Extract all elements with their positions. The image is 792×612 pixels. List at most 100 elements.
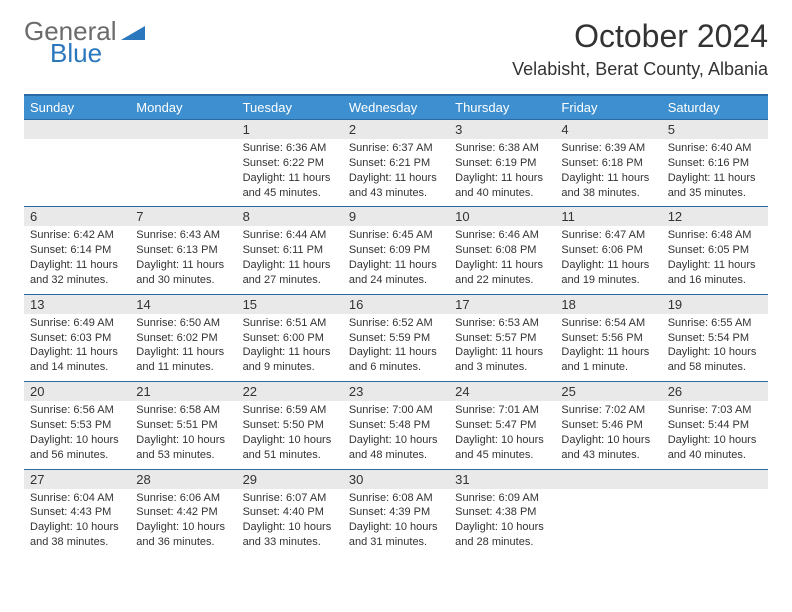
day-line: Sunset: 5:53 PM [30,418,124,433]
day-line: Sunset: 5:50 PM [243,418,337,433]
day-cell: 13Sunrise: 6:49 AMSunset: 6:03 PMDayligh… [24,294,130,381]
logo-text-blue: Blue [50,40,145,66]
day-line: and 14 minutes. [30,360,124,375]
day-line: and 38 minutes. [30,535,124,550]
day-line: Daylight: 11 hours [30,258,124,273]
day-body: Sunrise: 7:00 AMSunset: 5:48 PMDaylight:… [343,401,449,468]
day-line: and 45 minutes. [243,186,337,201]
day-body: Sunrise: 6:36 AMSunset: 6:22 PMDaylight:… [237,139,343,206]
day-line: Sunrise: 6:36 AM [243,141,337,156]
day-number: 20 [24,381,130,401]
day-line: Sunset: 6:18 PM [561,156,655,171]
day-cell: 1Sunrise: 6:36 AMSunset: 6:22 PMDaylight… [237,119,343,206]
day-number: 13 [24,294,130,314]
day-number: 25 [555,381,661,401]
day-number: 24 [449,381,555,401]
day-number: 19 [662,294,768,314]
day-cell: 19Sunrise: 6:55 AMSunset: 5:54 PMDayligh… [662,294,768,381]
day-number: 9 [343,206,449,226]
day-line: Daylight: 11 hours [668,258,762,273]
day-line: Sunset: 6:03 PM [30,331,124,346]
day-cell: 21Sunrise: 6:58 AMSunset: 5:51 PMDayligh… [130,381,236,468]
day-line: Sunrise: 6:58 AM [136,403,230,418]
day-line: Sunrise: 6:45 AM [349,228,443,243]
day-body [662,489,768,549]
day-line: Daylight: 11 hours [136,345,230,360]
day-line: Daylight: 10 hours [243,433,337,448]
day-number [662,469,768,489]
day-line: Daylight: 11 hours [243,258,337,273]
header: General Blue October 2024 Velabisht, Ber… [24,18,768,80]
day-cell: 30Sunrise: 6:08 AMSunset: 4:39 PMDayligh… [343,469,449,556]
day-body: Sunrise: 6:54 AMSunset: 5:56 PMDaylight:… [555,314,661,381]
day-header: Tuesday [237,95,343,119]
day-line: Sunrise: 6:55 AM [668,316,762,331]
day-header: Monday [130,95,236,119]
day-line: Sunrise: 6:07 AM [243,491,337,506]
day-body: Sunrise: 6:37 AMSunset: 6:21 PMDaylight:… [343,139,449,206]
day-cell: 12Sunrise: 6:48 AMSunset: 6:05 PMDayligh… [662,206,768,293]
day-body: Sunrise: 6:48 AMSunset: 6:05 PMDaylight:… [662,226,768,293]
day-line: Sunset: 4:40 PM [243,505,337,520]
day-line: and 53 minutes. [136,448,230,463]
day-number: 29 [237,469,343,489]
day-line: Daylight: 11 hours [349,345,443,360]
day-line: and 19 minutes. [561,273,655,288]
day-line: and 33 minutes. [243,535,337,550]
day-line: Sunset: 6:05 PM [668,243,762,258]
day-body: Sunrise: 7:02 AMSunset: 5:46 PMDaylight:… [555,401,661,468]
day-cell: 4Sunrise: 6:39 AMSunset: 6:18 PMDaylight… [555,119,661,206]
day-line: Daylight: 11 hours [668,171,762,186]
day-line: Sunset: 5:46 PM [561,418,655,433]
day-header: Thursday [449,95,555,119]
day-line: Daylight: 11 hours [561,171,655,186]
day-line: and 36 minutes. [136,535,230,550]
day-line: and 16 minutes. [668,273,762,288]
day-line: Sunset: 6:22 PM [243,156,337,171]
calendar-table: SundayMondayTuesdayWednesdayThursdayFrid… [24,94,768,556]
day-line: and 35 minutes. [668,186,762,201]
day-line: Sunset: 6:13 PM [136,243,230,258]
day-line: Daylight: 10 hours [349,433,443,448]
day-line: and 11 minutes. [136,360,230,375]
day-body: Sunrise: 6:59 AMSunset: 5:50 PMDaylight:… [237,401,343,468]
day-line: Daylight: 11 hours [136,258,230,273]
day-line: and 38 minutes. [561,186,655,201]
day-line: Sunrise: 6:43 AM [136,228,230,243]
day-number: 23 [343,381,449,401]
day-line: Sunset: 4:43 PM [30,505,124,520]
day-line: Sunset: 6:02 PM [136,331,230,346]
day-cell: 23Sunrise: 7:00 AMSunset: 5:48 PMDayligh… [343,381,449,468]
day-body: Sunrise: 6:53 AMSunset: 5:57 PMDaylight:… [449,314,555,381]
day-header: Friday [555,95,661,119]
day-cell: 16Sunrise: 6:52 AMSunset: 5:59 PMDayligh… [343,294,449,381]
day-line: Daylight: 10 hours [30,433,124,448]
week-row: 6Sunrise: 6:42 AMSunset: 6:14 PMDaylight… [24,206,768,293]
day-number: 15 [237,294,343,314]
day-line: Daylight: 10 hours [668,345,762,360]
day-line: Daylight: 10 hours [455,520,549,535]
day-line: Daylight: 11 hours [349,258,443,273]
day-line: Sunset: 5:59 PM [349,331,443,346]
day-cell: 14Sunrise: 6:50 AMSunset: 6:02 PMDayligh… [130,294,236,381]
day-body: Sunrise: 6:08 AMSunset: 4:39 PMDaylight:… [343,489,449,556]
day-line: Sunrise: 6:48 AM [668,228,762,243]
day-line: Sunset: 4:42 PM [136,505,230,520]
day-line: Daylight: 11 hours [561,345,655,360]
day-cell: 20Sunrise: 6:56 AMSunset: 5:53 PMDayligh… [24,381,130,468]
day-line: and 30 minutes. [136,273,230,288]
day-number: 5 [662,119,768,139]
day-line: Daylight: 10 hours [30,520,124,535]
day-cell: 17Sunrise: 6:53 AMSunset: 5:57 PMDayligh… [449,294,555,381]
day-cell: 15Sunrise: 6:51 AMSunset: 6:00 PMDayligh… [237,294,343,381]
day-cell: 5Sunrise: 6:40 AMSunset: 6:16 PMDaylight… [662,119,768,206]
day-line: and 56 minutes. [30,448,124,463]
day-cell: 11Sunrise: 6:47 AMSunset: 6:06 PMDayligh… [555,206,661,293]
day-body: Sunrise: 6:04 AMSunset: 4:43 PMDaylight:… [24,489,130,556]
day-body: Sunrise: 6:44 AMSunset: 6:11 PMDaylight:… [237,226,343,293]
day-body: Sunrise: 6:42 AMSunset: 6:14 PMDaylight:… [24,226,130,293]
day-cell: 24Sunrise: 7:01 AMSunset: 5:47 PMDayligh… [449,381,555,468]
day-number: 4 [555,119,661,139]
day-number [555,469,661,489]
day-number: 3 [449,119,555,139]
